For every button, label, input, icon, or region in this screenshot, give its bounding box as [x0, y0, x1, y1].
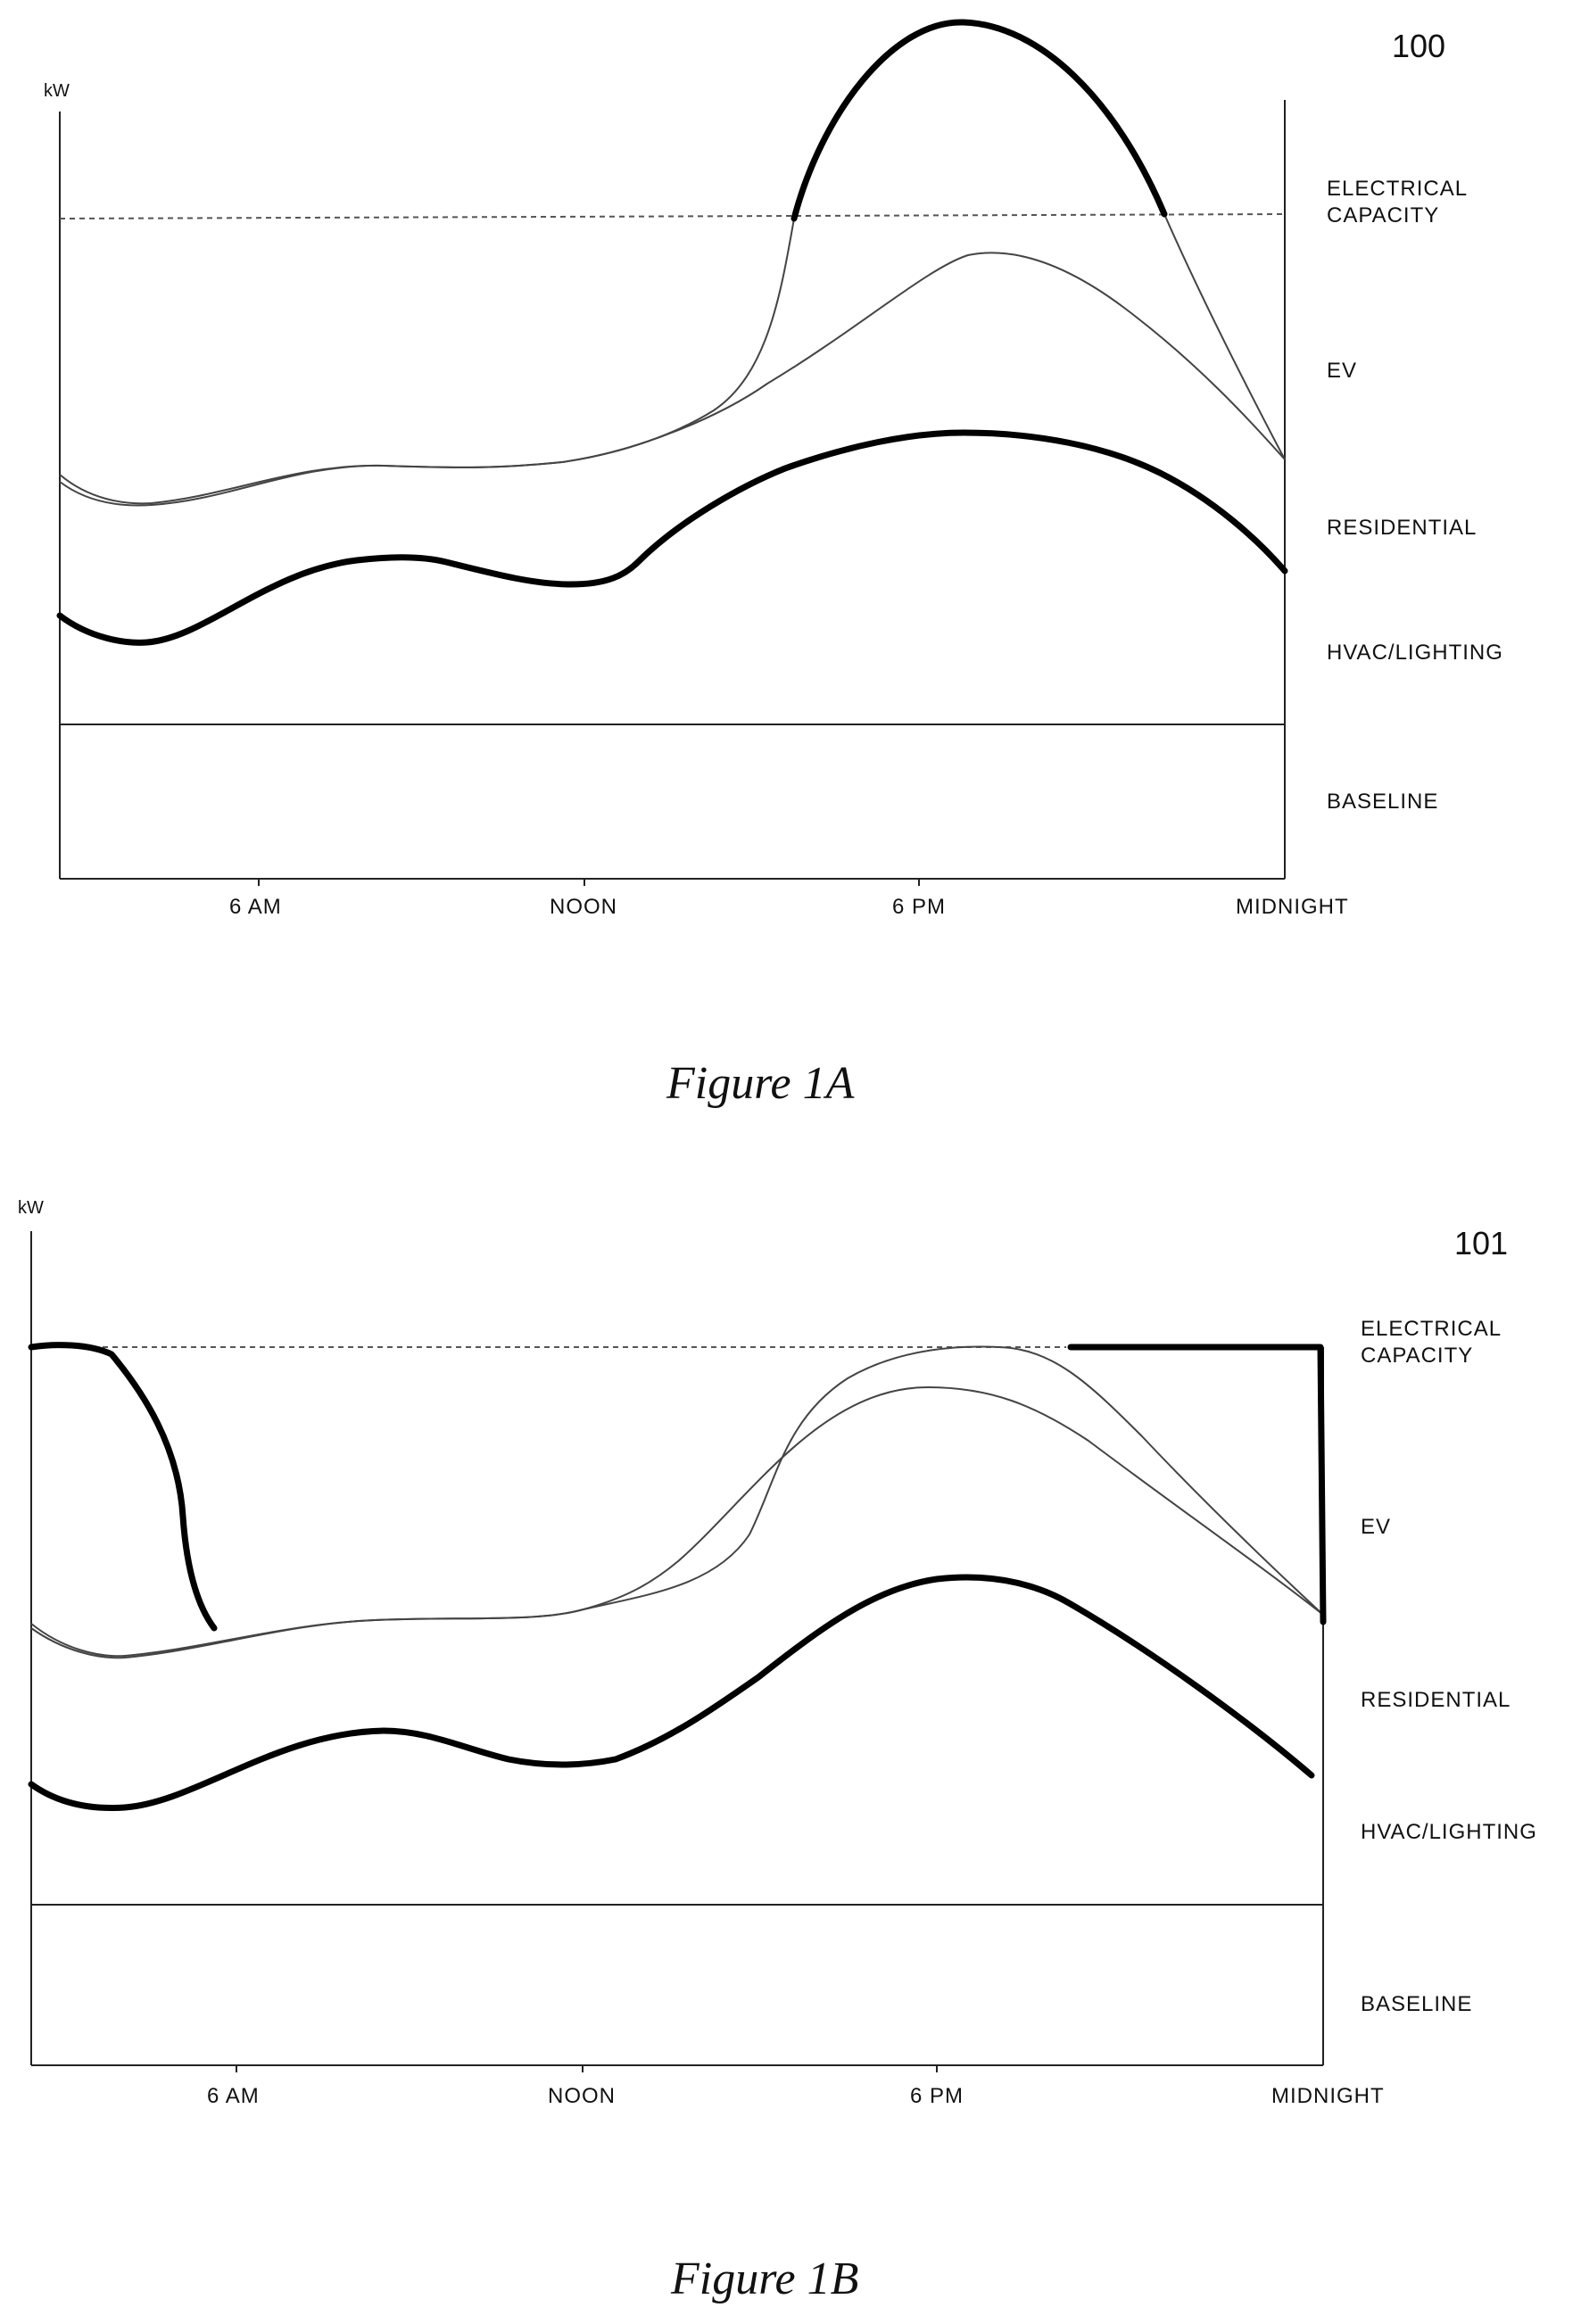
ev-label: EV	[1361, 1515, 1392, 1539]
hvac-lighting-curve	[28, 1574, 1315, 1811]
baseline-label: BASELINE	[1327, 790, 1439, 814]
x-tick-6am: 6 AM	[229, 895, 282, 919]
ev-curve-descent	[1163, 213, 1286, 460]
x-tick-midnight: MIDNIGHT	[1271, 2084, 1385, 2108]
residential-curve	[30, 1385, 1324, 1659]
y-axis-unit-label: kW	[18, 1198, 44, 1218]
capacity-label-line2: CAPACITY	[1361, 1344, 1474, 1368]
x-tick-noon: NOON	[550, 895, 617, 919]
figure-1a-graph	[56, 19, 1288, 886]
capacity-label-line1: ELECTRICAL	[1327, 177, 1469, 201]
baseline-label: BASELINE	[1361, 1992, 1473, 2016]
figure-reference-number: 101	[1454, 1225, 1509, 1261]
ev-load-shaped-left	[28, 1342, 218, 1632]
hvac-lighting-label: HVAC/LIGHTING	[1327, 641, 1503, 665]
residential-label: RESIDENTIAL	[1361, 1688, 1511, 1712]
residential-curve	[59, 252, 1286, 507]
ev-curve	[30, 1345, 1324, 1658]
x-tick-6pm: 6 PM	[910, 2084, 964, 2108]
figure-caption: Figure 1A	[666, 1058, 855, 1109]
figure-1b: 101 kW ELECTRICAL CAPACITY EV RESIDENTIA…	[0, 1160, 1581, 2324]
hvac-lighting-label: HVAC/LIGHTING	[1361, 1820, 1537, 1844]
electrical-capacity-line	[59, 213, 1286, 219]
x-tick-6pm: 6 PM	[892, 895, 947, 919]
x-tick-6am: 6 AM	[207, 2084, 260, 2108]
figure-1a: 100 kW ELECTRICAL CAPACITY EV RESIDENTIA…	[0, 0, 1581, 1160]
x-tick-midnight: MIDNIGHT	[1236, 895, 1349, 919]
y-axis-unit-label: kW	[44, 81, 70, 101]
figure-caption: Figure 1B	[671, 2254, 859, 2304]
capacity-label-line1: ELECTRICAL	[1361, 1317, 1502, 1341]
ev-label: EV	[1327, 359, 1358, 383]
ev-load-shaped-right	[1067, 1344, 1327, 1625]
x-tick-noon: NOON	[548, 2084, 616, 2108]
residential-label: RESIDENTIAL	[1327, 516, 1478, 540]
hvac-lighting-curve	[56, 429, 1288, 646]
figure-reference-number: 100	[1392, 28, 1446, 64]
capacity-label-line2: CAPACITY	[1327, 203, 1440, 227]
ev-overload-peak	[790, 19, 1168, 222]
ev-curve	[59, 218, 795, 505]
figure-1b-graph	[28, 1231, 1327, 2072]
